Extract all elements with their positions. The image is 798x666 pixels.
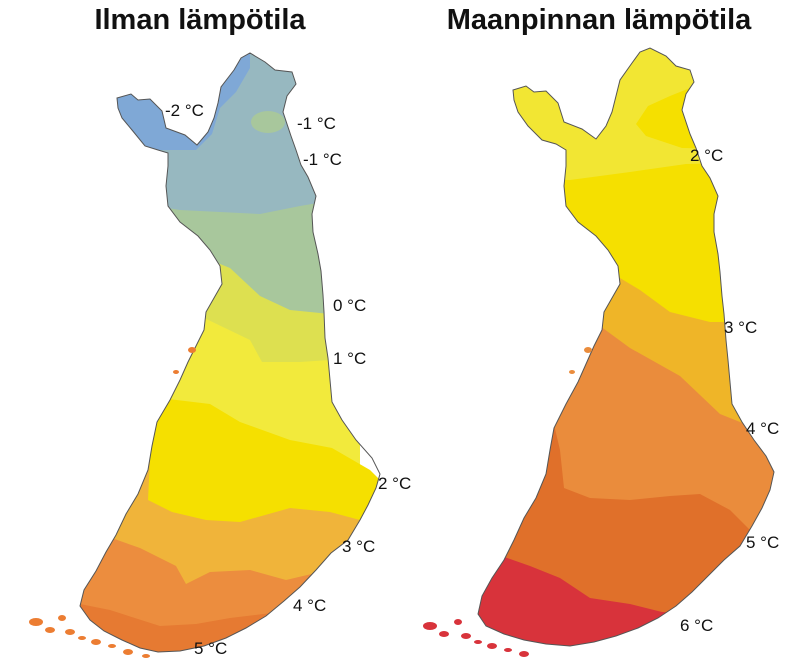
map-title: Maanpinnan lämpötila xyxy=(446,4,752,36)
ground-isotherm-zones xyxy=(478,48,774,646)
isotherm-label-3: 3 °C xyxy=(342,537,376,556)
ground-country-outline xyxy=(477,47,775,647)
isotherm-label-4: 4 °C xyxy=(746,419,780,438)
ground-west-coast-islands xyxy=(569,347,592,374)
ground-archipelago-islands xyxy=(423,619,529,657)
isotherm-label-0: 0 °C xyxy=(333,296,367,315)
isotherm-label-3: 3 °C xyxy=(724,318,758,337)
isotherm-label-minus2: -2 °C xyxy=(165,101,204,120)
air-temperature-map xyxy=(29,52,381,658)
isotherm-label-minus1-b: -1 °C xyxy=(303,150,342,169)
isotherm-label-1: 1 °C xyxy=(333,349,367,368)
isotherm-label-minus1-a: -1 °C xyxy=(297,114,336,133)
air-archipelago-islands xyxy=(29,347,196,658)
isotherm-label-6: 6 °C xyxy=(680,616,714,635)
air-temperature-map-panel: Ilman lämpötila -2 xyxy=(29,4,411,658)
isotherm-label-5: 5 °C xyxy=(746,533,780,552)
isotherm-label-5: 5 °C xyxy=(194,639,228,658)
ground-temperature-map-panel: Maanpinnan lämpötila xyxy=(400,0,798,666)
air-country-outline xyxy=(79,52,381,653)
isotherm-label-2: 2 °C xyxy=(690,146,724,165)
isotherm-label-4: 4 °C xyxy=(293,596,327,615)
map-title: Ilman lämpötila xyxy=(94,4,306,36)
isotherm-label-2: 2 °C xyxy=(378,474,412,493)
ground-temperature-map xyxy=(423,47,775,657)
air-zone-minus1-island xyxy=(251,111,285,133)
